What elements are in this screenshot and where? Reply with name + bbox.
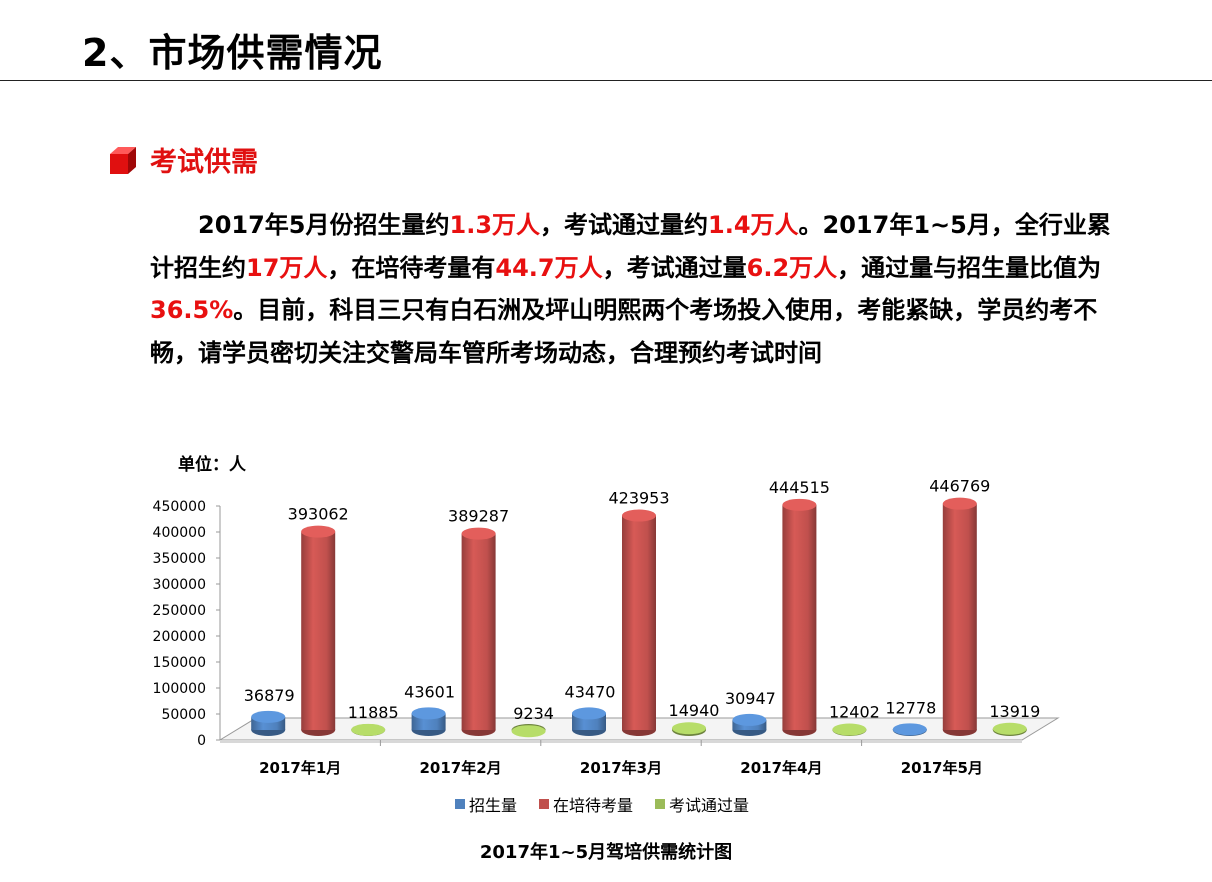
title-divider <box>0 80 1212 81</box>
bar-2-2 <box>672 722 706 736</box>
y-tick-label: 0 <box>197 733 206 749</box>
legend-swatch <box>455 799 465 809</box>
bar-top <box>942 497 977 510</box>
body-text: ，通过量与招生量比值为 <box>837 253 1102 282</box>
bar-top <box>411 707 446 720</box>
bar-top <box>301 525 336 538</box>
data-label: 446769 <box>929 477 990 496</box>
body-text: 。目前，科目三只有白石洲及坪山明熙两个考场投入使用，考能紧缺，学员约考不畅，请学… <box>150 296 1098 367</box>
data-label: 43601 <box>404 682 455 701</box>
data-label: 43470 <box>565 682 616 701</box>
bar-3-0 <box>732 713 767 736</box>
data-label: 9234 <box>513 704 554 723</box>
bar-0-0 <box>251 710 286 736</box>
body-text: 。2017年1~5月，全行业累计招生约 <box>150 211 1111 282</box>
highlight-text: 36.5% <box>150 296 234 324</box>
data-label: 423953 <box>608 489 669 508</box>
legend-item: 招生量 <box>455 792 517 816</box>
legend-label: 招生量 <box>469 796 518 815</box>
highlight-text: 17万人 <box>246 253 328 282</box>
highlight-text: 44.7万人 <box>495 253 603 282</box>
bar-3-2 <box>832 723 867 736</box>
bar-body <box>942 503 977 730</box>
page-title: 2、市场供需情况 <box>82 31 383 75</box>
bar-4-0 <box>892 723 927 736</box>
body-text: ，在培待考量有 <box>327 253 496 282</box>
y-tick-label: 50000 <box>161 707 206 723</box>
highlight-text: 6.2万人 <box>746 253 838 282</box>
bar-top <box>351 723 386 736</box>
bar-body <box>461 533 496 730</box>
bar-top <box>732 713 767 726</box>
legend-swatch <box>539 799 550 809</box>
y-tick-label: 100000 <box>153 681 206 697</box>
bar-top <box>672 722 706 735</box>
bar-top <box>461 527 496 540</box>
bar-top <box>832 723 867 736</box>
bar-0-1 <box>301 525 336 736</box>
y-tick-label: 400000 <box>153 525 206 541</box>
chart-legend: 招生量 在培待考量 考试通过量 <box>455 792 771 816</box>
data-label: 36879 <box>244 686 295 705</box>
bar-body <box>301 531 336 730</box>
data-label: 12778 <box>885 698 936 717</box>
bar-1-1 <box>461 527 496 736</box>
bar-1-0 <box>411 707 446 736</box>
legend-item: 在培待考量 <box>539 792 633 816</box>
bar-1-2 <box>511 724 546 738</box>
data-label: 13919 <box>989 702 1040 721</box>
y-tick-label: 300000 <box>153 577 206 593</box>
bar-top <box>511 725 546 738</box>
bar-top <box>251 710 286 723</box>
legend-label: 在培待考量 <box>553 796 634 815</box>
data-label: 30947 <box>725 689 776 708</box>
bar-0-2 <box>351 723 386 736</box>
bar-3-1 <box>782 498 817 736</box>
legend-item: 考试通过量 <box>655 792 749 816</box>
y-tick-label: 450000 <box>153 499 206 515</box>
highlight-text: 1.3万人 <box>449 211 541 239</box>
y-tick-label: 200000 <box>153 629 206 645</box>
data-label: 389287 <box>448 507 509 526</box>
highlight-text: 1.4万人 <box>708 211 799 239</box>
bar-4-1 <box>942 497 977 736</box>
summary-paragraph: 2017年5月份招生量约1.3万人，考试通过量约1.4万人。2017年1~5月，… <box>150 204 1125 374</box>
bar-top <box>782 498 817 511</box>
unit-label: 单位：人 <box>178 455 246 475</box>
bar-top <box>622 509 656 522</box>
data-label: 12402 <box>829 703 880 722</box>
data-label: 393062 <box>288 505 349 524</box>
y-tick-label: 350000 <box>153 551 206 567</box>
data-label: 11885 <box>348 703 399 722</box>
chart-floor-edge <box>220 740 1022 743</box>
bar-top <box>892 723 927 736</box>
bar-top <box>992 722 1027 735</box>
bar-2-0 <box>572 707 606 736</box>
body-text: ，考试通过量 <box>602 253 747 282</box>
body-text: ，考试通过量约 <box>540 211 709 239</box>
red-cube-icon <box>110 146 136 174</box>
x-tick-label: 2017年3月 <box>580 759 662 777</box>
legend-label: 考试通过量 <box>669 796 750 815</box>
x-tick-label: 2017年5月 <box>901 759 983 777</box>
bar-4-2 <box>992 722 1027 736</box>
bar-body <box>782 504 817 730</box>
x-tick-label: 2017年4月 <box>740 759 822 777</box>
bar-2-1 <box>622 509 656 736</box>
section-heading: 考试供需 <box>108 140 258 179</box>
bar-top <box>572 707 606 720</box>
chart-title: 2017年1~5月驾培供需统计图 <box>479 842 733 863</box>
y-tick-label: 150000 <box>153 655 206 671</box>
body-text: 2017年5月份招生量约 <box>198 211 450 239</box>
section-title: 考试供需 <box>150 147 258 178</box>
legend-swatch <box>655 799 666 809</box>
x-tick-label: 2017年1月 <box>259 759 341 777</box>
bar-body <box>622 515 656 730</box>
x-tick-label: 2017年2月 <box>420 759 502 777</box>
data-label: 444515 <box>769 478 830 497</box>
y-tick-label: 250000 <box>153 603 206 619</box>
data-label: 14940 <box>669 701 720 720</box>
